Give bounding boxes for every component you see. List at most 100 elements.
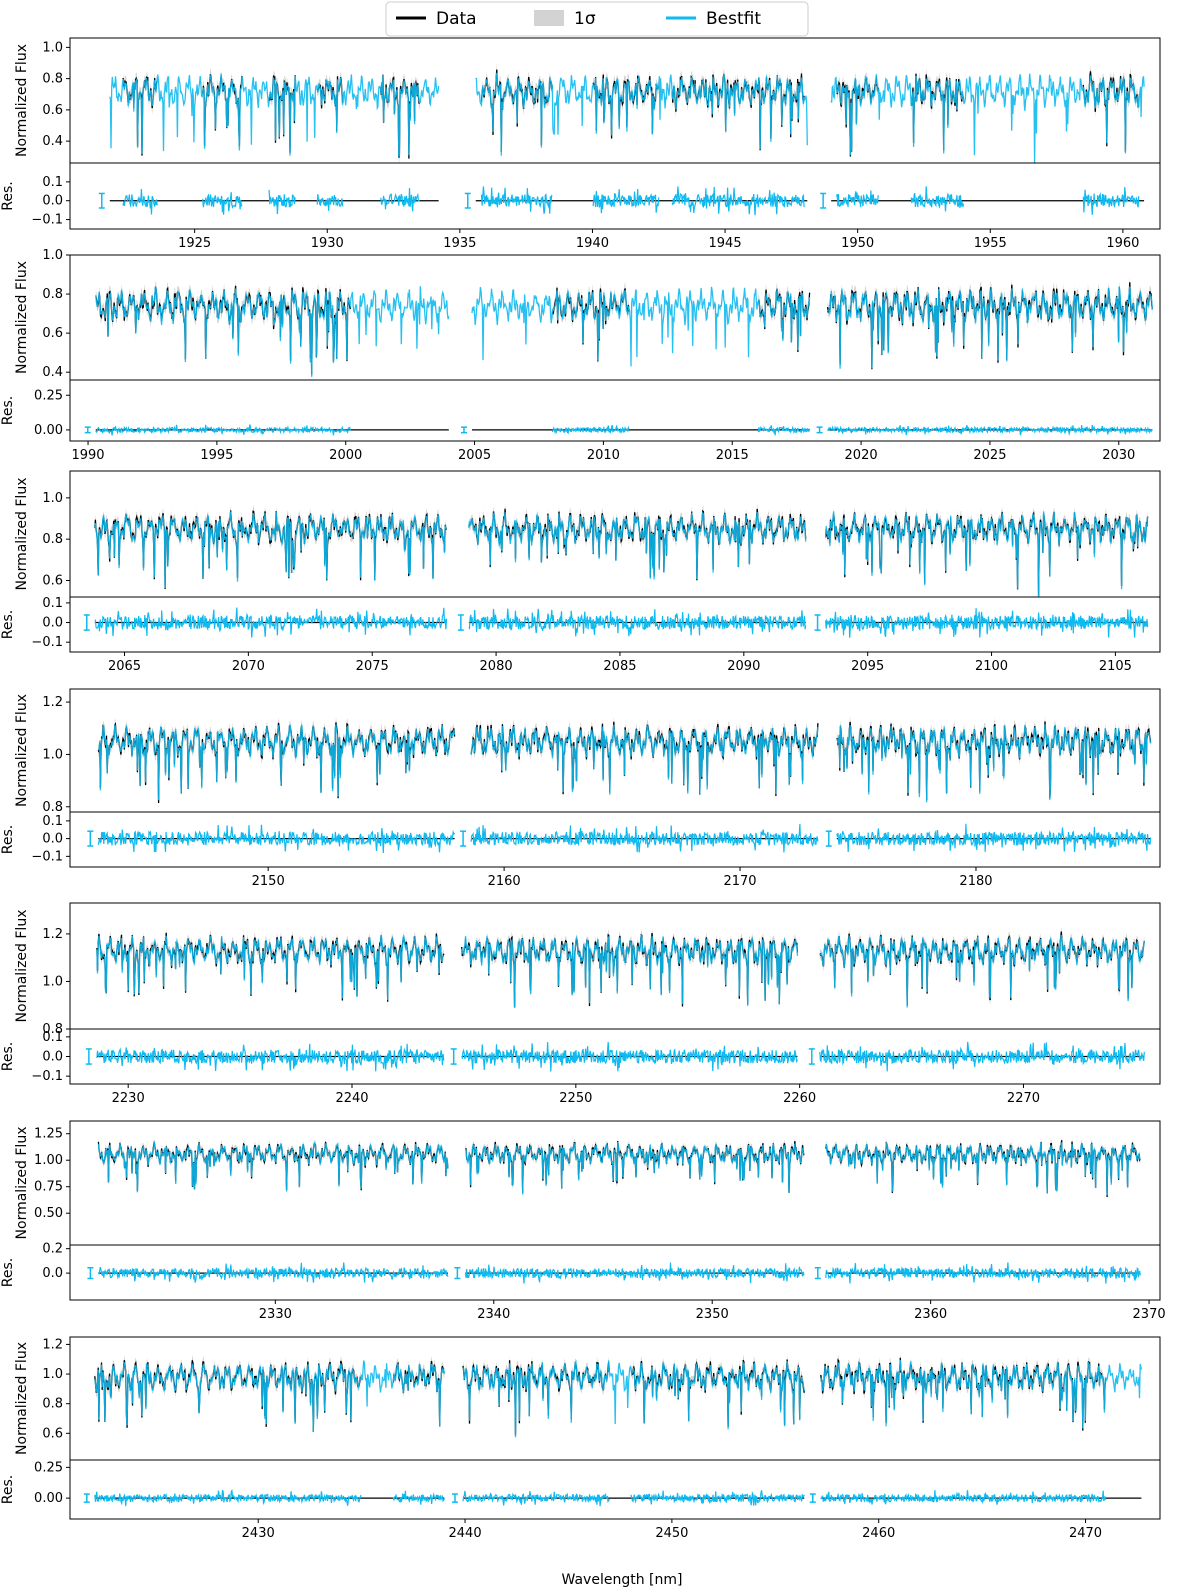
xtick-label: 1995 <box>200 448 233 463</box>
flux-ylabel: Normalized Flux <box>14 261 30 374</box>
flux-ylabel: Normalized Flux <box>14 1342 30 1455</box>
xtick-label: 2230 <box>112 1091 145 1106</box>
xtick-label: 2430 <box>242 1526 275 1541</box>
legend: Data 1σ Bestfit <box>385 1 809 37</box>
res-ytick-label: −0.1 <box>31 1069 63 1084</box>
bestfit-series <box>468 511 807 580</box>
flux-ytick-label: 1.2 <box>42 1337 63 1352</box>
xtick-label: 2350 <box>696 1307 729 1322</box>
xtick-label: 1940 <box>576 236 609 251</box>
bestfit-series <box>819 934 1145 1008</box>
flux-axes-frame <box>69 688 1161 813</box>
bestfit-series <box>820 1359 1143 1429</box>
xtick-label: 2240 <box>335 1091 368 1106</box>
flux-ytick-label: 0.8 <box>42 1397 63 1412</box>
bestfit-series <box>96 934 445 1001</box>
flux-ytick-label: 0.6 <box>42 326 63 341</box>
xtick-label: 2440 <box>449 1526 482 1541</box>
flux-ytick-label: 1.0 <box>42 248 63 263</box>
flux-ytick-label: 1.0 <box>42 40 63 55</box>
panel-6-flux-axes <box>97 1136 1141 1201</box>
res-ytick-label: 0.0 <box>42 1266 63 1281</box>
panels: 0.4 0.6 0.8 1.0 −0.1 0.0 0.1 1925 1930 1935 1940 19… <box>0 37 1166 1541</box>
legend-frame <box>385 1 809 37</box>
legend-bestfit-label: Bestfit <box>706 9 761 29</box>
flux-ytick-label: 0.8 <box>42 287 63 302</box>
res-ylabel: Res. <box>0 825 16 854</box>
res-ytick-label: −0.1 <box>31 849 63 864</box>
panel-4: 0.8 1.0 1.2 −0.1 0.0 0.1 2150 2160 2170 2180 Norma… <box>0 688 1161 889</box>
flux-ytick-label: 0.4 <box>42 365 63 380</box>
flux-axes-frame <box>69 37 1161 164</box>
panel-1-flux-axes <box>109 63 1145 163</box>
res-ytick-label: 0.1 <box>42 175 63 190</box>
residual-series <box>836 186 1140 215</box>
flux-ylabel: Normalized Flux <box>14 694 30 807</box>
bestfit-series <box>461 934 799 1008</box>
res-axes-frame <box>69 1459 1161 1520</box>
legend-data-label: Data <box>436 9 477 29</box>
bestfit-series <box>97 723 456 801</box>
panel-3: 0.6 0.8 1.0 −0.1 0.0 0.1 2065 2070 2075 2080 2085 2… <box>0 470 1161 674</box>
res-ytick-label: −0.1 <box>31 635 63 650</box>
xtick-label: 2180 <box>959 874 992 889</box>
flux-ytick-label: 0.8 <box>42 800 63 815</box>
panel-5: 0.8 1.0 1.2 −0.1 0.0 0.1 2230 2240 2250 2260 2270 N… <box>0 902 1161 1106</box>
res-ytick-label: 0.0 <box>42 832 63 847</box>
res-ytick-label: 0.25 <box>34 1460 63 1475</box>
xtick-label: 2270 <box>1007 1091 1040 1106</box>
panel-2: 0.4 0.6 0.8 1.0 0.00 0.25 1990 1995 2000 2005 2010… <box>0 248 1161 463</box>
res-ylabel: Res. <box>0 181 16 210</box>
res-axes-frame <box>69 1244 1161 1301</box>
panel-3-res-axes <box>94 607 1149 638</box>
panel-4-flux-axes <box>97 715 1152 809</box>
res-axes-frame <box>69 596 1161 653</box>
sigma-band <box>123 70 158 162</box>
xtick-label: 2025 <box>973 448 1006 463</box>
xtick-label: 2080 <box>480 659 513 674</box>
xtick-label: 2260 <box>783 1091 816 1106</box>
xtick-label: 2250 <box>559 1091 592 1106</box>
flux-ylabel: Normalized Flux <box>14 44 30 157</box>
bestfit-series <box>97 1141 449 1193</box>
flux-ytick-label: 0.4 <box>42 134 63 149</box>
residual-series <box>97 1262 449 1283</box>
bestfit-series <box>109 73 440 158</box>
residual-series <box>95 424 351 436</box>
res-ytick-label: 0.1 <box>42 596 63 611</box>
flux-ylabel: Normalized Flux <box>14 910 30 1023</box>
residual-series <box>820 1490 1107 1505</box>
residual-series <box>827 424 1153 436</box>
bestfit-series <box>470 724 819 795</box>
panel-2-flux-axes <box>95 276 1153 380</box>
residual-series <box>461 1041 798 1072</box>
residual-series <box>551 424 811 436</box>
bestfit-series <box>464 1141 805 1195</box>
xtick-label: 2020 <box>845 448 878 463</box>
xtick-label: 2075 <box>356 659 389 674</box>
bestfit-series <box>94 511 448 589</box>
sigma-band <box>819 926 1145 1011</box>
panel-5-flux-axes <box>96 926 1145 1013</box>
xtick-label: 2065 <box>108 659 141 674</box>
x-axis-label: Wavelength [nm] <box>562 1572 683 1588</box>
xtick-label: 1945 <box>709 236 742 251</box>
flux-ylabel: Normalized Flux <box>14 478 30 591</box>
residual-series <box>122 187 421 215</box>
panel-1-res-axes <box>109 186 1145 216</box>
flux-ytick-label: 1.0 <box>42 491 63 506</box>
xtick-label: 2090 <box>727 659 760 674</box>
res-ytick-label: 0.0 <box>42 1050 63 1065</box>
xtick-label: 1930 <box>311 236 344 251</box>
sigma-band <box>202 68 242 153</box>
data-series <box>94 510 447 590</box>
xtick-label: 2100 <box>975 659 1008 674</box>
xtick-label: 2450 <box>655 1526 688 1541</box>
bestfit-series <box>827 286 1153 369</box>
residual-series <box>97 824 456 854</box>
res-ylabel: Res. <box>0 1475 16 1504</box>
res-ytick-label: −0.1 <box>31 213 63 228</box>
res-ytick-label: 0.0 <box>42 616 63 631</box>
res-ylabel: Res. <box>0 1258 16 1287</box>
bestfit-series <box>825 1142 1141 1196</box>
